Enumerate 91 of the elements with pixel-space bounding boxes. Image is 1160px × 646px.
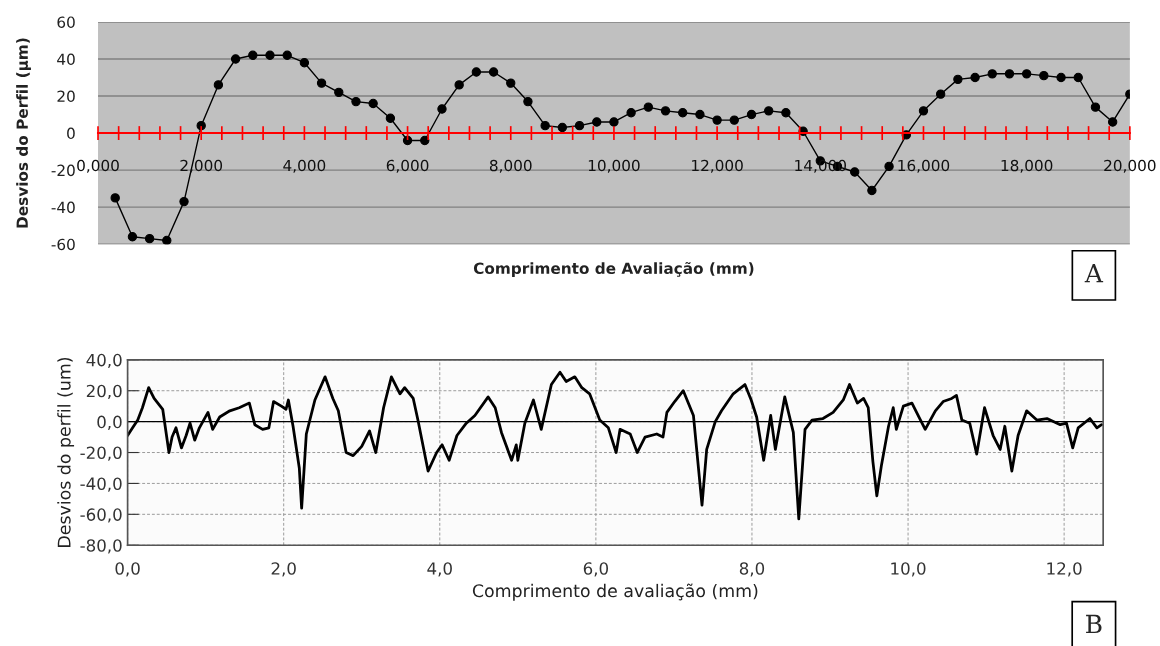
point: [987, 69, 997, 79]
point: [179, 196, 189, 207]
point: [918, 106, 929, 116]
point: [609, 117, 619, 127]
y-tick-label: 60: [57, 16, 75, 28]
x-tick-label: 8,0: [739, 562, 765, 577]
point: [850, 167, 860, 177]
point: [471, 67, 482, 77]
point: [454, 80, 464, 90]
point: [523, 96, 533, 107]
point: [162, 235, 172, 245]
point: [557, 122, 568, 133]
y-tick-label: 40,0: [86, 353, 122, 369]
point: [643, 102, 654, 112]
point: [1107, 117, 1118, 127]
x-tick-label: 6,0: [583, 562, 609, 577]
point: [764, 106, 774, 116]
point: [746, 109, 757, 120]
y-tick-label: 20: [57, 90, 75, 103]
point: [678, 108, 688, 118]
point: [935, 89, 946, 99]
point: [127, 232, 138, 242]
point: [299, 58, 310, 68]
point: [884, 161, 894, 172]
y-tick-label: -40: [51, 201, 75, 214]
point: [437, 104, 447, 114]
point: [265, 50, 275, 60]
x-axis-title: Comprimento de Avaliação (mm): [473, 261, 754, 278]
point: [488, 67, 499, 77]
point: [1004, 69, 1015, 79]
x-tick-label: 6,000: [386, 159, 429, 173]
point: [592, 117, 602, 127]
x-tick-label: 16,000: [898, 159, 950, 173]
x-tick-label: 2,0: [271, 562, 296, 577]
x-tick-label: 8,000: [489, 159, 532, 173]
x-tick-label: 12,0: [1047, 562, 1082, 577]
point: [351, 96, 361, 107]
text: A: [1084, 264, 1104, 283]
x-tick-label: 20,000: [1104, 159, 1156, 173]
x-axis-title: Comprimento de avaliação (mm): [472, 583, 758, 601]
x-tick-label: 0,000: [77, 159, 119, 173]
y-tick-label: -80,0: [80, 539, 122, 554]
point: [368, 98, 378, 109]
x-tick-label: 12,000: [692, 159, 743, 173]
point: [712, 115, 722, 125]
y-tick-label: 0,0: [97, 415, 122, 430]
line-series: [127, 370, 1103, 521]
point: [385, 113, 396, 123]
point: [574, 120, 585, 131]
y-tick-label: 0: [67, 127, 75, 140]
point: [213, 80, 224, 90]
y-tick-label: -60: [51, 238, 75, 251]
point: [970, 72, 980, 83]
x-tick-label: 18,000: [1001, 159, 1053, 173]
x-tick-label: 10,0: [891, 562, 926, 577]
x-tick-label: 4,0: [427, 562, 452, 577]
point: [334, 87, 344, 98]
x-tick-label: 4,000: [283, 159, 326, 173]
x-tick-label: 10,000: [588, 159, 640, 173]
y-axis-title: Desvios do perfil (um): [57, 357, 75, 547]
point: [248, 50, 258, 60]
y-tick-label: 40: [57, 53, 75, 66]
y-tick-label: -20,0: [80, 446, 122, 461]
point: [626, 108, 636, 118]
point: [729, 115, 739, 125]
point: [402, 135, 413, 146]
point: [1039, 70, 1049, 81]
y-tick-label: -40,0: [80, 477, 122, 492]
point: [316, 78, 327, 88]
point: [230, 54, 241, 64]
point: [1073, 72, 1083, 83]
point: [781, 108, 791, 118]
point: [110, 193, 120, 203]
y-tick-label: -60,0: [80, 508, 122, 523]
point: [282, 50, 292, 60]
point: [506, 78, 516, 88]
point: [144, 233, 155, 244]
point: [420, 135, 430, 146]
text: B: [1086, 614, 1102, 634]
y-tick-label: 20,0: [86, 384, 122, 399]
y-axis-title: Desvios do Perfil (µm): [16, 38, 31, 228]
point: [953, 74, 963, 85]
point: [867, 185, 877, 196]
point: [660, 106, 671, 116]
point: [1090, 102, 1101, 112]
point: [1021, 69, 1032, 79]
point: [1056, 72, 1066, 83]
point: [540, 120, 550, 131]
y-tick-label: -20: [51, 164, 75, 177]
point: [695, 109, 705, 120]
x-tick-label: 0,0: [115, 562, 140, 577]
